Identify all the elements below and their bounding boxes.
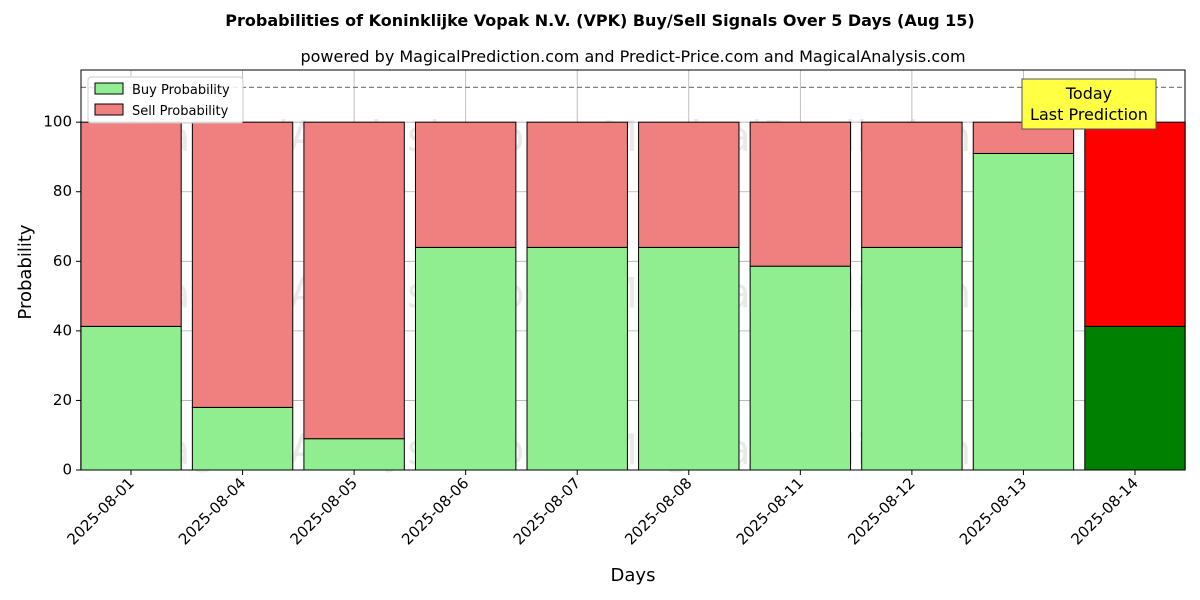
bar-sell-2025-08-07 xyxy=(526,121,628,248)
bar-sell-2025-08-12 xyxy=(861,121,963,248)
bar-sell-2025-08-11 xyxy=(749,121,852,267)
bar-buy-2025-08-13 xyxy=(972,152,1075,471)
annotation-line-1: Today xyxy=(1065,84,1112,103)
bar-buy-2025-08-04 xyxy=(191,406,294,471)
chart-title: Probabilities of Koninklijke Vopak N.V. … xyxy=(225,11,974,30)
legend-swatch-buy xyxy=(94,82,124,95)
bar-buy-2025-08-11 xyxy=(749,265,852,471)
legend-swatch-sell xyxy=(94,103,124,116)
x-tick-label: 2025-08-05 xyxy=(287,474,361,548)
bar-buy-2025-08-12 xyxy=(861,246,963,471)
y-axis-label: Probability xyxy=(15,224,36,319)
bar-sell-2025-08-04 xyxy=(191,121,294,408)
plot-frame xyxy=(80,69,1186,471)
x-tick-label: 2025-08-06 xyxy=(398,474,472,548)
y-tick-label: 100 xyxy=(43,113,72,131)
x-tick-label: 2025-08-07 xyxy=(510,474,584,548)
x-tick-label: 2025-08-13 xyxy=(956,474,1030,548)
bar-buy-2025-08-14 xyxy=(1084,325,1186,471)
legend: Buy Probability Sell Probability xyxy=(87,76,244,124)
annotation-box xyxy=(1021,78,1157,130)
x-tick-label: 2025-08-12 xyxy=(844,474,918,548)
y-tick-label: 20 xyxy=(53,391,72,409)
chart-subtitle: powered by MagicalPrediction.com and Pre… xyxy=(300,47,965,66)
y-tick-label: 0 xyxy=(62,461,72,479)
bar-sell-2025-08-01 xyxy=(80,121,182,327)
bar-buy-2025-08-05 xyxy=(303,438,405,471)
y-tick-label: 40 xyxy=(53,321,72,339)
legend-label-buy: Buy Probability xyxy=(132,83,230,98)
bar-sell-2025-08-14 xyxy=(1084,121,1186,327)
y-tick-label: 60 xyxy=(53,252,72,270)
today-annotation: Today Last Prediction xyxy=(1021,78,1157,130)
bar-buy-2025-08-07 xyxy=(526,246,628,471)
bar-sell-2025-08-05 xyxy=(303,121,405,440)
bar-buy-2025-08-01 xyxy=(80,325,182,471)
annotation-line-2: Last Prediction xyxy=(1030,105,1148,124)
x-tick-label: 2025-08-08 xyxy=(621,474,695,548)
x-tick-label: 2025-08-04 xyxy=(175,474,249,548)
bars-layer xyxy=(80,121,1186,471)
legend-label-sell: Sell Probability xyxy=(132,104,229,119)
x-tick-label: 2025-08-11 xyxy=(733,474,807,548)
bar-sell-2025-08-06 xyxy=(414,121,517,248)
x-tick-label: 2025-08-14 xyxy=(1067,474,1141,548)
bar-buy-2025-08-06 xyxy=(414,246,517,471)
y-tick-label: 80 xyxy=(53,182,72,200)
bar-buy-2025-08-08 xyxy=(638,246,740,471)
x-axis-label: Days xyxy=(611,565,656,586)
bar-sell-2025-08-08 xyxy=(638,121,740,248)
legend-box xyxy=(87,76,244,124)
x-tick-label: 2025-08-01 xyxy=(63,474,137,548)
